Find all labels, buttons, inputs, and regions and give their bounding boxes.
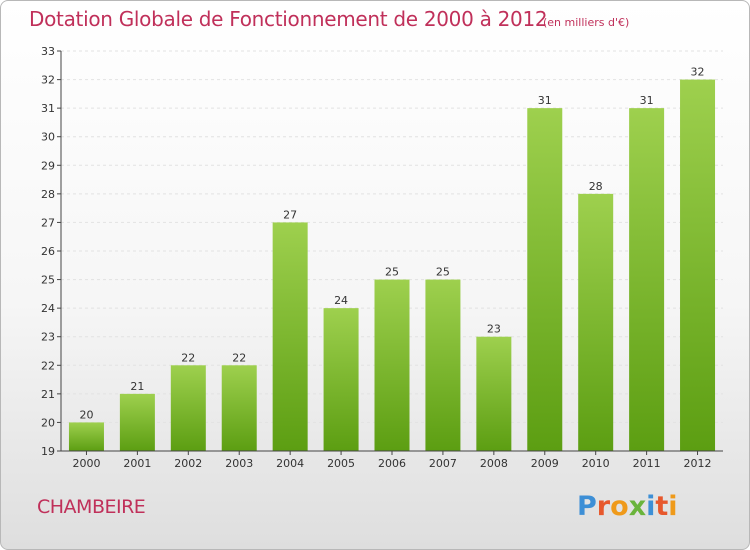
x-tick-label: 2008 [480,457,508,470]
bar-2012 [680,79,716,452]
y-tick-label: 22 [41,359,55,372]
x-tick-label: 2006 [378,457,406,470]
value-label: 27 [283,208,297,221]
y-tick-label: 20 [41,416,55,429]
svg-text:Proxiti: Proxiti [577,491,678,522]
y-tick-label: 19 [41,445,55,458]
value-label: 21 [130,380,144,393]
bar-2005 [323,308,359,451]
value-label: 31 [538,94,552,107]
x-tick-label: 2002 [174,457,202,470]
x-tick-label: 2007 [429,457,457,470]
x-tick-label: 2004 [276,457,304,470]
x-tick-label: 2010 [582,457,610,470]
y-tick-label: 33 [41,45,55,58]
y-tick-label: 21 [41,388,55,401]
bar-2003 [221,365,257,451]
x-tick-label: 2009 [531,457,559,470]
y-tick-label: 32 [41,74,55,87]
value-label: 22 [181,351,195,364]
value-label: 23 [487,323,501,336]
bar-2004 [272,222,308,451]
bar-2007 [425,279,461,451]
y-tick-label: 23 [41,331,55,344]
y-tick-label: 30 [41,131,55,144]
bar-2011 [629,108,665,452]
value-label: 24 [334,294,348,307]
value-label: 25 [436,266,450,279]
x-tick-label: 2001 [123,457,151,470]
x-tick-label: 2012 [684,457,712,470]
bar-2001 [119,393,155,451]
y-tick-label: 29 [41,159,55,172]
chart-unit: (en milliers d'€) [543,16,630,29]
x-tick-label: 2000 [72,457,100,470]
value-label: 31 [640,94,654,107]
commune-name: CHAMBEIRE [37,496,146,518]
y-tick-label: 28 [41,188,55,201]
bar-2010 [578,193,614,451]
value-label: 22 [232,351,246,364]
value-label: 25 [385,266,399,279]
bar-2009 [527,108,563,452]
bar-2008 [476,336,512,451]
chart-title: Dotation Globale de Fonctionnement de 20… [29,7,548,31]
value-label: 32 [691,66,705,79]
y-tick-label: 27 [41,216,55,229]
y-tick-label: 26 [41,245,55,258]
x-tick-label: 2005 [327,457,355,470]
proxiti-logo: Proxiti [577,491,678,522]
value-label: 28 [589,180,603,193]
x-tick-label: 2003 [225,457,253,470]
y-tick-label: 24 [41,302,55,315]
bar-2000 [68,422,104,451]
y-tick-label: 31 [41,102,55,115]
bar-2006 [374,279,410,451]
y-tick-label: 25 [41,274,55,287]
bar-2002 [170,365,206,451]
x-tick-label: 2011 [633,457,661,470]
value-label: 20 [79,408,93,421]
